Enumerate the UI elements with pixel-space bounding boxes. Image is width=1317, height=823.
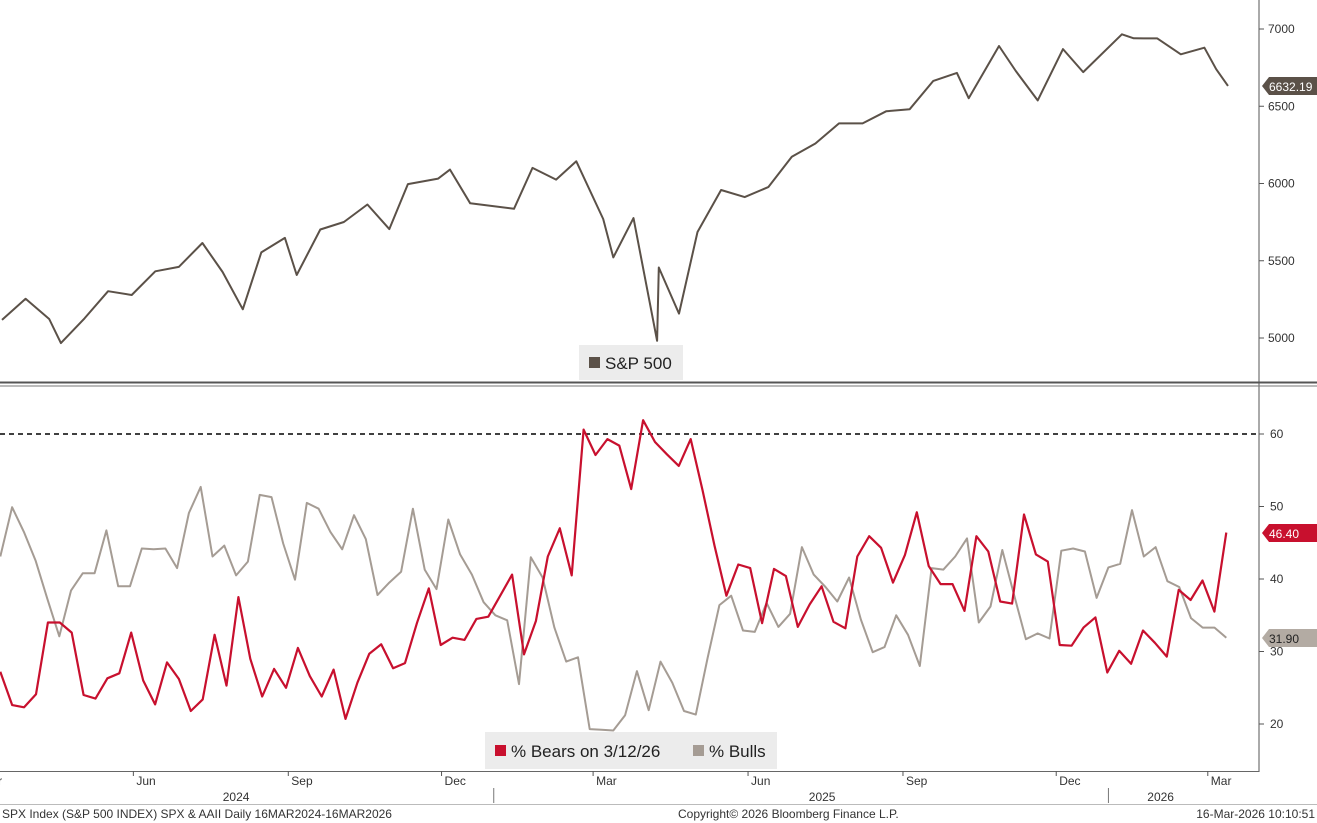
x-month-label: Mar — [1211, 774, 1232, 788]
sentiment-panel — [0, 419, 1228, 732]
x-year-label: 2026 — [1147, 790, 1174, 804]
sp500-y-tick-label: 5500 — [1268, 254, 1295, 268]
x-year-label: 2025 — [809, 790, 836, 804]
footer-source: SPX Index (S&P 500 INDEX) SPX & AAII Dai… — [2, 807, 392, 821]
x-month-label: Sep — [291, 774, 313, 788]
bears-last-value-bg — [1262, 524, 1317, 542]
footer-timestamp: 16-Mar-2026 10:10:51 — [1196, 807, 1315, 821]
axes: 5000 5500 6000 6500 7000 20 30 40 50 60 Mar Jun Sep D… — [0, 22, 1295, 804]
x-year-label: 2024 — [223, 790, 250, 804]
bulls-last-value-tag: 31.90 — [1262, 629, 1317, 647]
bulls-last-value-bg — [1262, 629, 1317, 647]
bears-legend-swatch — [495, 745, 506, 756]
sentiment-y-tick-label: 30 — [1270, 645, 1284, 659]
bulls-legend-swatch — [693, 745, 704, 756]
bears-legend-label: % Bears on 3/12/26 — [511, 742, 660, 761]
bears-last-value-tag: 46.40 — [1262, 524, 1317, 542]
sp500-y-tick-label: 5000 — [1268, 331, 1295, 345]
sentiment-y-tick-label: 20 — [1270, 717, 1284, 731]
sp500-y-tick-label: 7000 — [1268, 22, 1295, 36]
bulls-line — [0, 485, 1227, 732]
sentiment-legend-background — [485, 732, 777, 769]
sentiment-y-tick-label: 50 — [1270, 500, 1284, 514]
x-month-label: Dec — [445, 774, 466, 788]
sentiment-y-tick-label: 60 — [1270, 427, 1284, 441]
sp500-last-value: 6632.19 — [1269, 80, 1313, 94]
sp500-last-value-bg — [1262, 77, 1317, 95]
x-month-label: Jun — [136, 774, 155, 788]
x-month-label: Dec — [1059, 774, 1080, 788]
bears-line — [0, 419, 1228, 721]
x-month-label: Mar — [596, 774, 617, 788]
chart-frame — [0, 0, 1317, 805]
sp500-panel — [1, 33, 1229, 345]
x-month-label: Jun — [751, 774, 770, 788]
x-month-label: Mar — [0, 774, 2, 788]
footer-copyright: Copyright© 2026 Bloomberg Finance L.P. — [678, 807, 899, 821]
sentiment-legend[interactable]: % Bears on 3/12/26 % Bulls — [485, 732, 777, 769]
sp500-y-tick-label: 6000 — [1268, 177, 1295, 191]
sp500-legend-label: S&P 500 — [605, 354, 672, 373]
sp500-last-value-tag: 6632.19 — [1262, 77, 1317, 95]
bulls-legend-label: % Bulls — [709, 742, 766, 761]
bulls-last-value: 31.90 — [1269, 632, 1299, 646]
sp500-y-tick-label: 6500 — [1268, 99, 1295, 113]
sp500-legend[interactable]: S&P 500 — [579, 345, 683, 380]
sp500-line — [1, 33, 1229, 345]
bears-last-value: 46.40 — [1269, 527, 1299, 541]
sentiment-y-tick-label: 40 — [1270, 572, 1284, 586]
sp500-legend-swatch — [589, 357, 600, 368]
x-month-label: Sep — [906, 774, 928, 788]
